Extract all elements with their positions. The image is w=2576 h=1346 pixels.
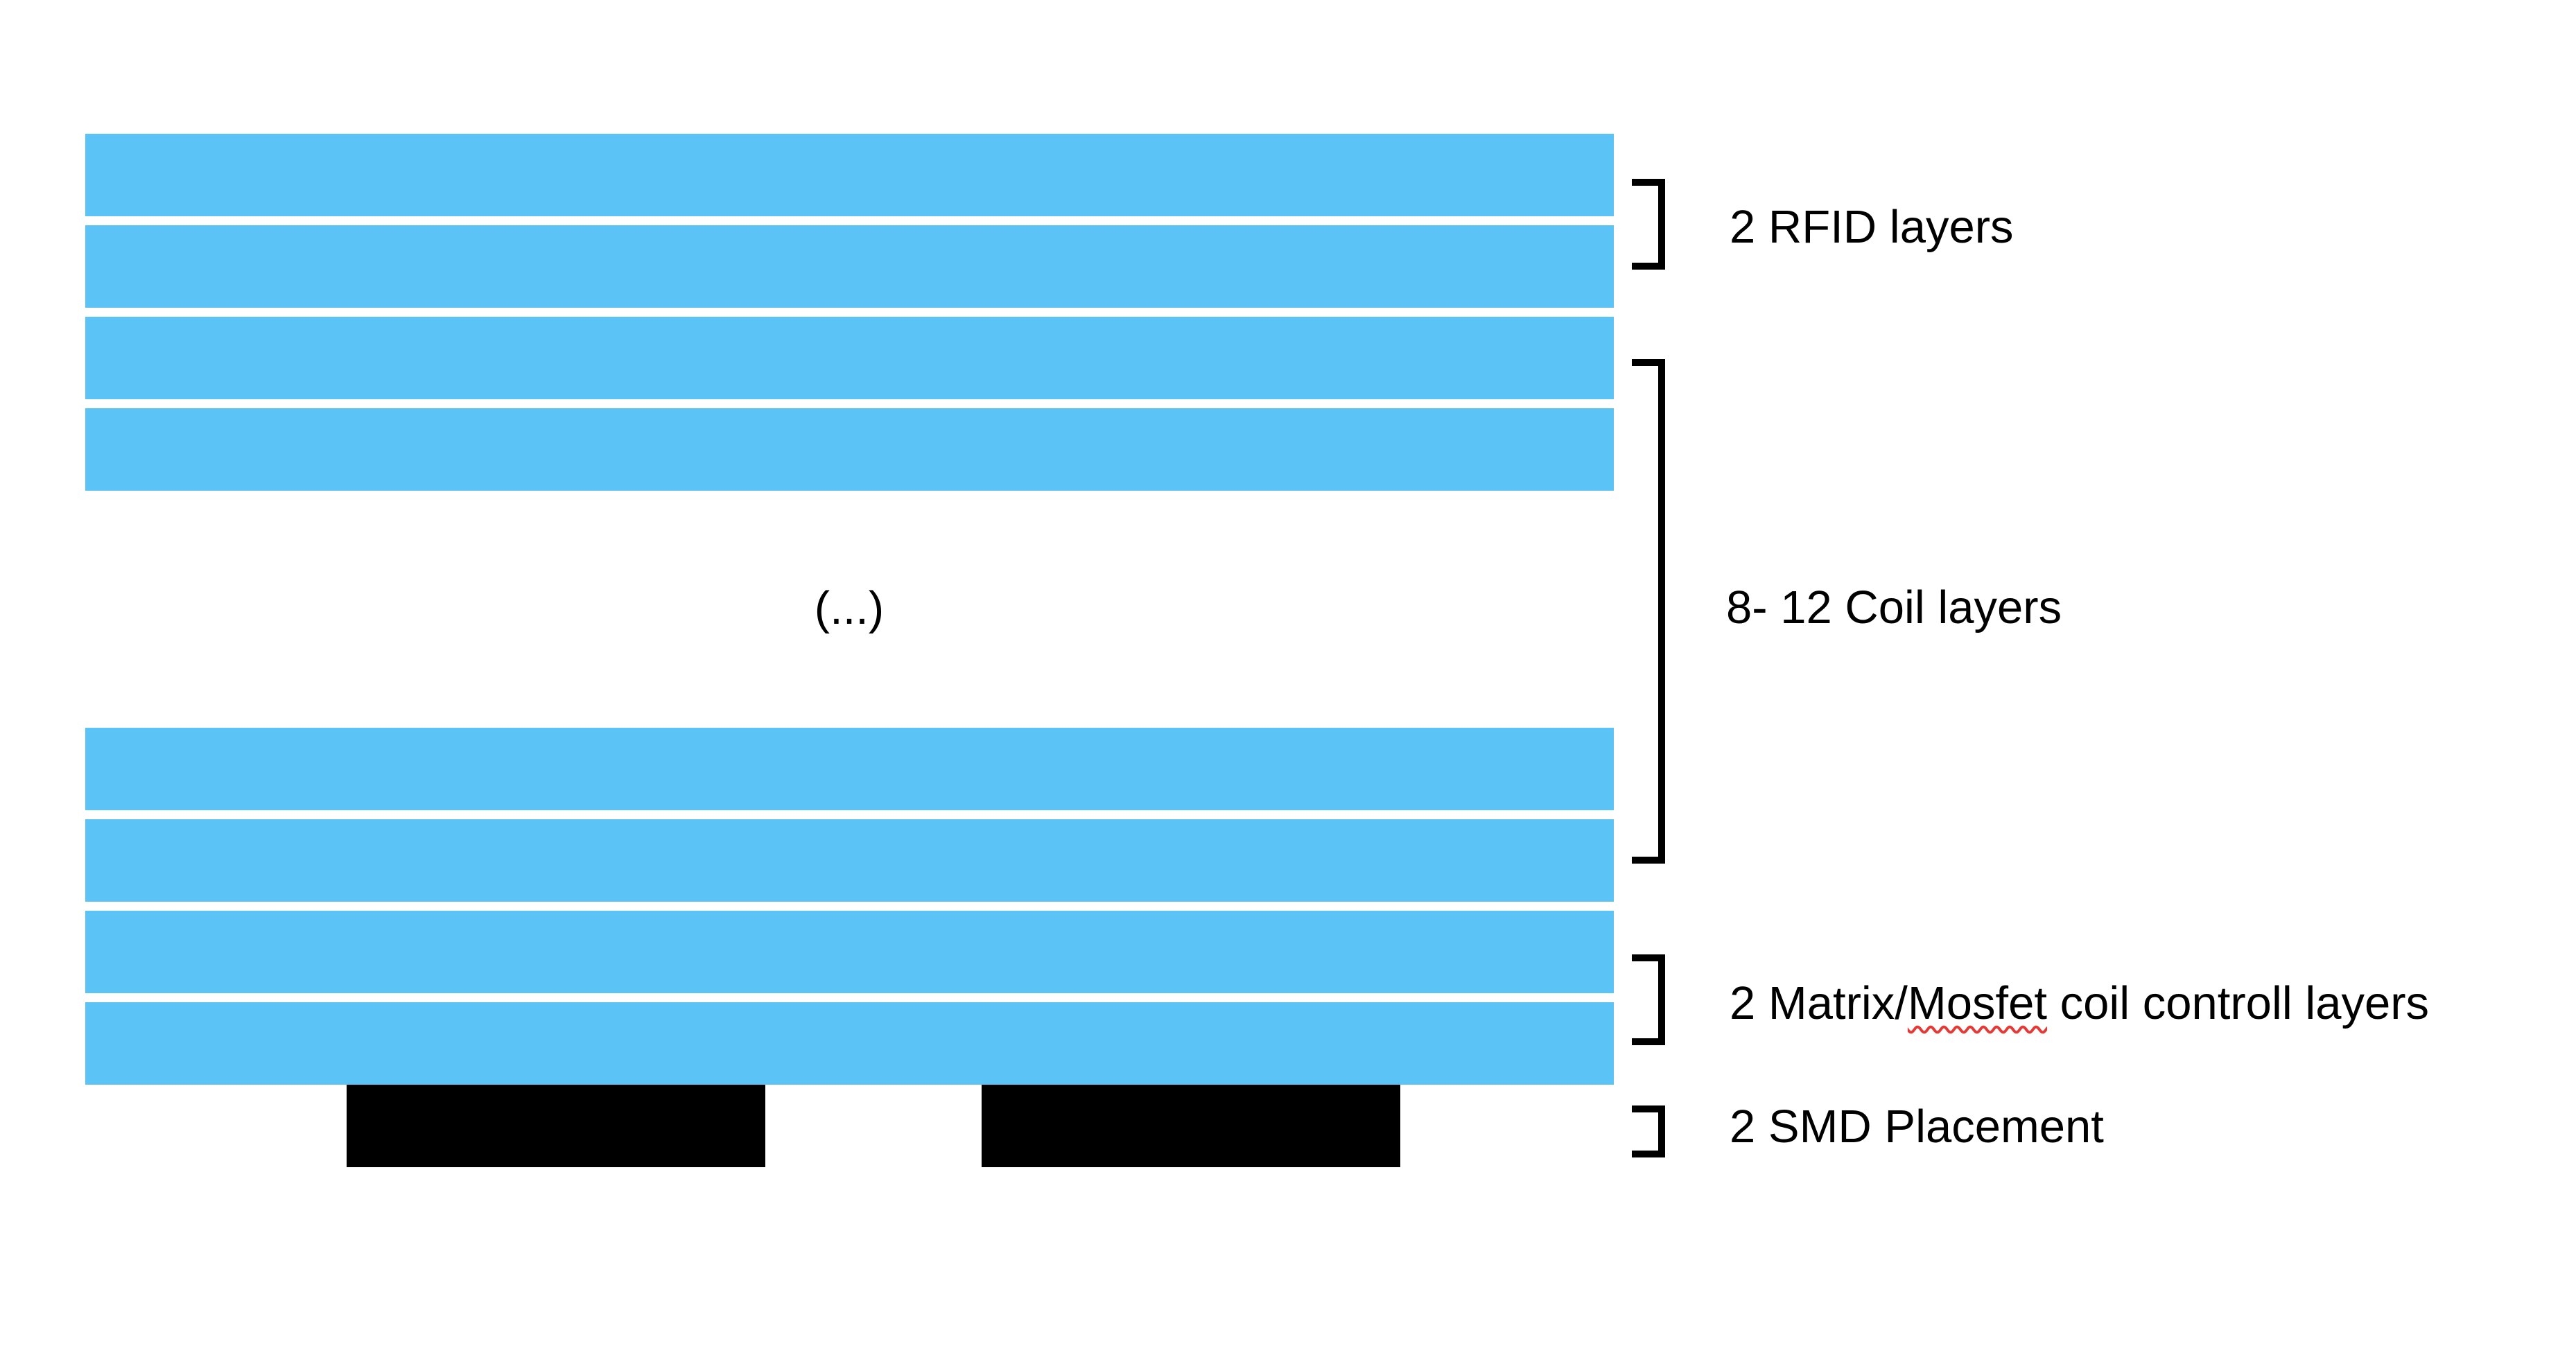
matrix-layer-2 — [85, 1002, 1614, 1085]
smd-component-1 — [347, 1085, 765, 1167]
coil-layer-n — [85, 819, 1614, 902]
smd-component-2 — [982, 1085, 1400, 1167]
matrix-bracket — [1632, 954, 1665, 1045]
coil-layer-n-1 — [85, 728, 1614, 810]
omitted-layers-ellipsis: (...) — [814, 582, 885, 634]
coil-bracket — [1632, 359, 1665, 864]
matrix-label: 2 Matrix/Mosfet coil controll layers — [1730, 976, 2429, 1031]
coil-layer-1 — [85, 317, 1614, 399]
rfid-layer-2 — [85, 225, 1614, 308]
matrix-label-prefix: 2 Matrix/ — [1730, 977, 1908, 1029]
coil-layer-2 — [85, 408, 1614, 491]
smd-bracket — [1632, 1105, 1665, 1157]
smd-label: 2 SMD Placement — [1730, 1101, 2104, 1153]
coil-label: 8- 12 Coil layers — [1726, 582, 2062, 633]
rfid-layer-1 — [85, 134, 1614, 216]
matrix-label-suffix: coil controll layers — [2046, 977, 2430, 1029]
rfid-bracket — [1632, 179, 1665, 270]
rfid-label: 2 RFID layers — [1730, 201, 2014, 253]
matrix-label-flagged-word: Mosfet — [1907, 977, 2047, 1029]
matrix-layer-1 — [85, 911, 1614, 993]
